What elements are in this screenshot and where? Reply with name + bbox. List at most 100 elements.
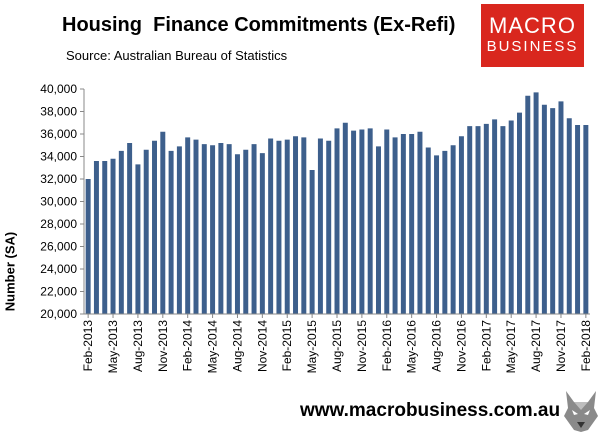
x-tick-label: Aug-2017 [529,320,543,372]
bar-jul-2014 [226,144,232,315]
bar-nov-2017 [558,101,564,315]
y-tick-label: 40,000 [40,82,77,96]
x-tick-label: May-2015 [305,320,319,374]
y-tick-label: 30,000 [40,195,77,209]
bar-may-2015 [309,170,315,314]
y-axis-ticks: 20,000 22,000 24,000 26,000 28,000 30,000 32,0… [40,82,84,321]
y-tick-label: 20,000 [40,307,77,321]
y-tick-label: 34,000 [40,150,77,164]
x-tick-label: Feb-2013 [81,320,95,372]
x-tick-label: May-2016 [405,320,419,374]
x-tick-label: May-2013 [106,320,120,374]
bar-nov-2014 [259,153,265,315]
x-tick-label: May-2014 [206,320,220,374]
x-tick-label: Feb-2015 [280,320,294,372]
bar-dec-2016 [467,126,473,315]
bar-mar-2013 [93,161,99,314]
x-tick-label: Nov-2016 [454,320,468,372]
bar-sep-2013 [143,149,149,314]
bar-oct-2014 [251,144,257,315]
bar-jan-2016 [375,146,381,315]
y-tick-label: 28,000 [40,217,77,231]
y-tick-label: 24,000 [40,262,77,276]
chart-title: Housing Finance Commitments (Ex-Refi) [62,14,456,36]
bar-mar-2015 [293,136,299,314]
bar-jun-2014 [218,143,224,314]
x-tick-label: Aug-2014 [230,320,244,372]
chart-source: Source: Australian Bureau of Statistics [66,48,288,63]
bar-aug-2013 [135,164,141,315]
bar-may-2014 [210,145,216,314]
x-tick-label: Feb-2018 [579,320,593,372]
x-tick-label: Feb-2016 [380,320,394,372]
bar-feb-2013 [85,179,91,314]
bar-oct-2015 [351,130,357,315]
bar-jun-2015 [317,138,323,314]
bar-mar-2017 [492,119,498,315]
bar-feb-2017 [483,123,489,315]
x-tick-label: Nov-2013 [156,320,170,372]
y-tick-label: 36,000 [40,127,77,141]
bar-jan-2018 [575,125,581,314]
bar-sep-2014 [243,149,249,314]
bar-sep-2015 [342,122,348,314]
bar-jul-2013 [127,143,133,314]
bar-oct-2013 [152,140,157,314]
bar-aug-2014 [234,154,240,314]
bar-apr-2015 [301,137,307,315]
y-tick-label: 26,000 [40,240,77,254]
bar-may-2016 [409,134,415,314]
x-tick-label: May-2017 [504,320,518,374]
bar-nov-2013 [160,131,166,314]
x-tick-label: Nov-2017 [554,320,568,372]
bar-feb-2018 [583,125,589,314]
bar-feb-2014 [185,137,191,315]
bar-may-2017 [508,120,514,314]
bar-dec-2014 [268,138,274,314]
bar-jan-2015 [276,140,282,314]
bar-dec-2015 [367,128,373,315]
y-tick-label: 32,000 [40,172,77,186]
bar-apr-2013 [102,161,108,314]
x-tick-label: Nov-2014 [255,320,269,372]
x-axis-ticks: Feb-2013 May-2013 Aug-2013 Nov-2013 Feb-2014… [81,314,593,373]
bar-jan-2017 [475,126,481,315]
bar-apr-2017 [500,126,506,315]
bar-jan-2014 [176,146,182,315]
x-tick-label: Feb-2014 [181,320,195,372]
bar-dec-2013 [168,150,174,315]
bar-feb-2016 [384,129,390,314]
bar-sep-2016 [442,150,448,315]
bar-mar-2016 [392,137,398,315]
wolf-icon [560,388,602,433]
bar-nov-2016 [458,136,464,314]
bar-sep-2017 [541,104,547,314]
bar-aug-2016 [434,155,440,315]
macrobusiness-logo: MACRO BUSINESS [481,4,584,67]
bar-group [85,92,589,315]
bar-apr-2014 [201,144,207,315]
bar-may-2013 [110,158,116,314]
bar-jul-2017 [525,95,531,314]
y-tick-label: 38,000 [40,105,77,119]
bar-jun-2017 [517,112,522,315]
x-tick-label: Aug-2013 [131,320,145,372]
bar-jun-2016 [417,131,423,314]
x-tick-label: Aug-2016 [430,320,444,372]
bar-dec-2017 [566,118,572,314]
bar-jul-2015 [326,140,332,314]
logo-line-business: BUSINESS [486,38,579,55]
bar-nov-2015 [359,129,365,314]
bar-aug-2015 [334,128,340,315]
bar-oct-2016 [450,145,456,314]
bar-mar-2014 [193,139,199,315]
x-tick-label: Aug-2015 [330,320,344,372]
y-tick-label: 22,000 [40,285,77,299]
bar-jun-2013 [118,150,124,315]
x-tick-label: Feb-2017 [479,320,493,372]
website-url: www.macrobusiness.com.au [300,400,561,421]
bar-jul-2016 [425,147,431,314]
logo-line-macro: MACRO [489,13,576,38]
bar-apr-2016 [400,134,406,314]
